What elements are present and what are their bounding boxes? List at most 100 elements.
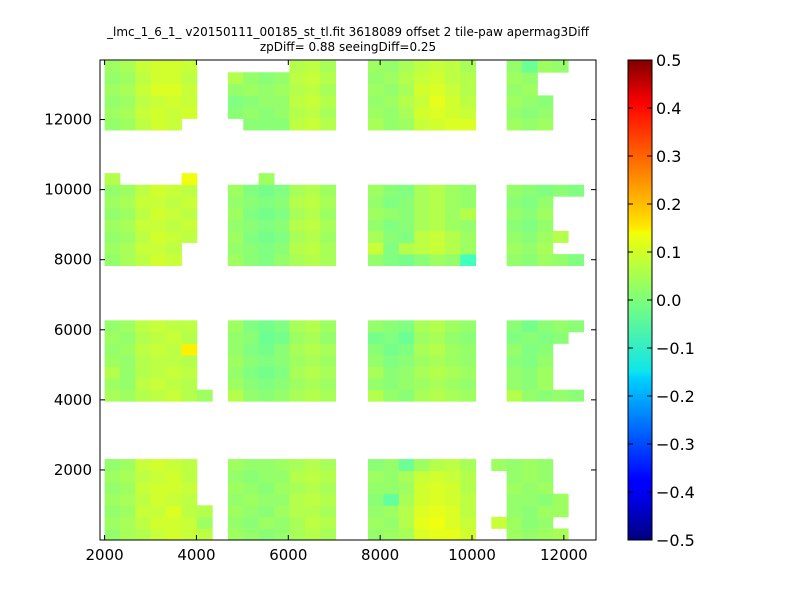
heatmap-cell bbox=[320, 95, 336, 108]
heatmap-cell bbox=[367, 378, 384, 391]
heatmap-cell bbox=[320, 528, 336, 541]
colorbar-tick-label: 0.2 bbox=[656, 195, 681, 214]
heatmap-cell bbox=[135, 343, 152, 356]
heatmap-cell bbox=[119, 106, 136, 119]
heatmap-cell bbox=[104, 242, 121, 255]
heatmap-cell bbox=[320, 72, 336, 85]
heatmap-cell bbox=[104, 505, 121, 518]
heatmap-cell bbox=[119, 516, 136, 529]
heatmap-cell bbox=[135, 459, 152, 472]
heatmap-cell bbox=[135, 320, 152, 333]
heatmap-cell bbox=[320, 516, 336, 529]
heatmap-cell bbox=[320, 505, 336, 518]
y-tick-label: 10000 bbox=[44, 181, 92, 199]
heatmap-cell bbox=[227, 320, 244, 333]
heatmap-cell bbox=[320, 242, 336, 255]
plot-frame bbox=[99, 59, 597, 541]
heatmap-cell bbox=[429, 331, 446, 344]
heatmap-cell bbox=[119, 118, 136, 131]
heatmap-cell bbox=[506, 505, 523, 518]
heatmap-cell bbox=[506, 230, 523, 243]
heatmap-cell bbox=[398, 106, 415, 119]
heatmap-cell bbox=[166, 493, 182, 506]
heatmap-cell bbox=[227, 459, 244, 472]
heatmap-cell bbox=[274, 219, 290, 232]
heatmap-cell bbox=[166, 242, 182, 255]
heatmap-cell bbox=[227, 184, 244, 197]
heatmap-cell bbox=[522, 254, 538, 267]
heatmap-cell bbox=[196, 505, 213, 518]
heatmap-cell bbox=[150, 493, 167, 506]
heatmap-cell bbox=[181, 459, 198, 472]
heatmap-cell bbox=[383, 331, 400, 344]
heatmap-cell bbox=[383, 505, 400, 518]
heatmap-cell bbox=[522, 184, 538, 197]
heatmap-cell bbox=[243, 459, 260, 472]
heatmap-cell bbox=[429, 505, 446, 518]
heatmap-cell bbox=[444, 242, 461, 255]
heatmap-cell bbox=[506, 366, 523, 379]
heatmap-cell bbox=[135, 72, 152, 85]
heatmap-cell bbox=[552, 320, 569, 333]
heatmap-cell bbox=[104, 254, 121, 267]
heatmap-cell bbox=[258, 95, 275, 108]
heatmap-cell bbox=[304, 106, 321, 119]
heatmap-cell bbox=[398, 184, 415, 197]
heatmap-cell bbox=[304, 320, 321, 333]
colorbar-tick-label: −0.1 bbox=[656, 339, 695, 358]
heatmap-cell bbox=[414, 95, 430, 108]
heatmap-cell bbox=[135, 493, 152, 506]
heatmap-cell bbox=[135, 118, 152, 131]
heatmap-cell bbox=[289, 343, 306, 356]
heatmap-cell bbox=[320, 331, 336, 344]
heatmap-cell bbox=[166, 207, 182, 220]
colorbar-tick-label: 0.3 bbox=[656, 147, 681, 166]
heatmap-cell bbox=[135, 184, 152, 197]
heatmap-cell bbox=[150, 528, 167, 541]
heatmap-cell bbox=[258, 343, 275, 356]
heatmap-cell bbox=[537, 118, 554, 131]
heatmap-cell bbox=[119, 331, 136, 344]
heatmap-cell bbox=[304, 83, 321, 96]
heatmap-cell bbox=[258, 355, 275, 367]
heatmap-cell bbox=[274, 242, 290, 255]
heatmap-cell bbox=[429, 378, 446, 391]
heatmap-cell bbox=[367, 493, 384, 506]
heatmap-cell bbox=[135, 60, 152, 73]
heatmap-cell bbox=[274, 482, 290, 495]
heatmap-cell bbox=[304, 95, 321, 108]
heatmap-cell bbox=[104, 83, 121, 96]
heatmap-cell bbox=[227, 331, 244, 344]
heatmap-cell bbox=[258, 72, 275, 85]
heatmap-cell bbox=[460, 207, 477, 220]
heatmap-cell bbox=[150, 72, 167, 85]
heatmap-cell bbox=[289, 184, 306, 197]
heatmap-cell bbox=[383, 196, 400, 209]
heatmap-cell bbox=[568, 389, 584, 402]
heatmap-cell bbox=[289, 83, 306, 96]
heatmap-cell bbox=[414, 184, 430, 197]
heatmap-cell bbox=[289, 459, 306, 472]
heatmap-cell bbox=[119, 459, 136, 472]
heatmap-cell bbox=[104, 173, 121, 186]
heatmap-cell bbox=[166, 230, 182, 243]
heatmap-cell bbox=[150, 207, 167, 220]
heatmap-cell bbox=[104, 207, 121, 220]
heatmap-cell bbox=[243, 118, 260, 131]
heatmap-cell bbox=[304, 459, 321, 472]
heatmap-cell bbox=[227, 516, 244, 529]
heatmap-cell bbox=[243, 207, 260, 220]
heatmap-cell bbox=[367, 528, 384, 541]
heatmap-cell bbox=[150, 505, 167, 518]
heatmap-cell bbox=[135, 95, 152, 108]
heatmap-cell bbox=[460, 320, 477, 333]
heatmap-cell bbox=[119, 254, 136, 267]
heatmap-cell bbox=[135, 242, 152, 255]
heatmap-cell bbox=[150, 378, 167, 391]
heatmap-cell bbox=[414, 83, 430, 96]
heatmap-cell bbox=[537, 482, 554, 495]
heatmap-cell bbox=[320, 389, 336, 402]
heatmap-cell bbox=[460, 366, 477, 379]
heatmap-cell bbox=[243, 366, 260, 379]
heatmap-cell bbox=[258, 118, 275, 131]
